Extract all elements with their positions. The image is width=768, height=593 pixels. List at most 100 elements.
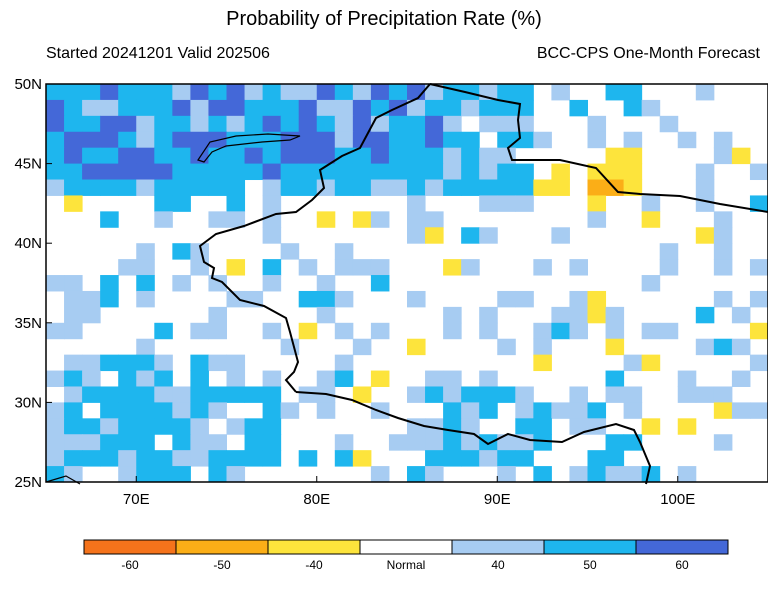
probability-cell	[334, 84, 354, 101]
probability-cell	[623, 163, 643, 181]
lat-tick-label: 25N	[14, 474, 42, 491]
probability-cell	[118, 434, 137, 451]
probability-cell	[244, 163, 264, 181]
probability-cell	[136, 275, 155, 292]
probability-cell	[497, 386, 516, 403]
probability-cell	[605, 306, 625, 324]
probability-cell	[334, 322, 354, 340]
probability-cell	[479, 402, 498, 419]
probability-cell	[154, 115, 173, 133]
probability-cell	[407, 227, 426, 244]
probability-cell	[388, 115, 408, 133]
probability-cell	[695, 179, 715, 196]
probability-cell	[208, 434, 227, 451]
probability-cell	[298, 84, 318, 101]
probability-cell	[370, 99, 390, 117]
probability-cell	[136, 354, 155, 372]
map-frame	[45, 83, 768, 483]
probability-cell	[226, 211, 246, 228]
probability-cell	[605, 338, 625, 356]
colorbar-label: 50	[583, 558, 597, 572]
probability-cell	[100, 115, 119, 133]
probability-cell	[154, 450, 173, 467]
probability-cell	[46, 179, 65, 196]
probability-cell	[443, 322, 462, 340]
probability-cell	[497, 179, 516, 196]
probability-cell	[425, 418, 444, 435]
probability-cell	[749, 259, 768, 276]
probability-cell	[334, 179, 354, 196]
probability-cell	[334, 370, 354, 387]
probability-cell	[82, 386, 101, 403]
probability-cell	[226, 386, 246, 403]
probability-cell	[479, 195, 498, 212]
probability-cell	[262, 99, 282, 117]
probability-cell	[749, 322, 768, 340]
probability-cell	[497, 290, 516, 308]
probability-cell	[587, 195, 607, 212]
probability-cell	[713, 259, 733, 276]
probability-cell	[425, 179, 444, 196]
lat-tick-label: 35N	[14, 315, 42, 332]
probability-cell	[749, 163, 768, 181]
probability-cell	[352, 179, 372, 196]
probability-cell	[118, 450, 137, 467]
probability-cell	[352, 99, 372, 117]
probability-cell	[118, 84, 137, 101]
probability-cell	[334, 354, 354, 372]
probability-cell	[136, 259, 155, 276]
probability-cell	[100, 99, 119, 117]
probability-cell	[262, 450, 282, 467]
probability-cell	[64, 163, 83, 181]
colorbar-swatch	[451, 539, 545, 555]
probability-cell	[388, 163, 408, 181]
probability-cell	[298, 322, 318, 340]
probability-cell	[118, 115, 137, 133]
probability-cell	[569, 99, 588, 117]
probability-cell	[262, 402, 282, 419]
probability-cell	[298, 179, 318, 196]
colorbar-swatch	[635, 539, 729, 555]
probability-cell	[605, 147, 625, 165]
probability-cell	[569, 290, 588, 308]
probability-cell	[136, 402, 155, 419]
probability-cell	[407, 99, 426, 117]
probability-cell	[64, 434, 83, 451]
probability-cell	[587, 179, 607, 196]
probability-cell	[515, 290, 534, 308]
lat-tick-label: 50N	[14, 76, 42, 93]
probability-cell	[244, 84, 264, 101]
probability-cell	[479, 163, 498, 181]
probability-cell	[533, 434, 552, 451]
probability-cell	[749, 354, 768, 372]
probability-cell	[136, 115, 155, 133]
probability-cell	[64, 195, 83, 212]
probability-cell	[208, 354, 227, 372]
probability-cell	[46, 418, 65, 435]
probability-cell	[443, 306, 462, 324]
northern-border	[429, 83, 768, 213]
probability-cell	[352, 338, 372, 356]
probability-cell	[64, 131, 83, 149]
probability-cell	[731, 370, 751, 387]
probability-cell	[262, 259, 282, 276]
probability-cell	[587, 115, 607, 133]
probability-cell	[64, 450, 83, 467]
probability-cell	[100, 147, 119, 165]
probability-cell	[407, 434, 426, 451]
probability-cell	[82, 434, 101, 451]
probability-cell	[244, 418, 264, 435]
probability-cell	[298, 115, 318, 133]
probability-cell	[208, 322, 227, 340]
probability-cell	[713, 290, 733, 308]
probability-cell	[623, 179, 643, 196]
probability-cell	[100, 179, 119, 196]
probability-cell	[154, 354, 173, 372]
colorbar-swatch	[83, 539, 177, 555]
probability-cell	[713, 227, 733, 244]
probability-cell	[461, 418, 480, 435]
probability-cell	[316, 275, 336, 292]
probability-cell	[407, 195, 426, 212]
probability-cell	[190, 259, 209, 276]
probability-cell	[352, 259, 372, 276]
